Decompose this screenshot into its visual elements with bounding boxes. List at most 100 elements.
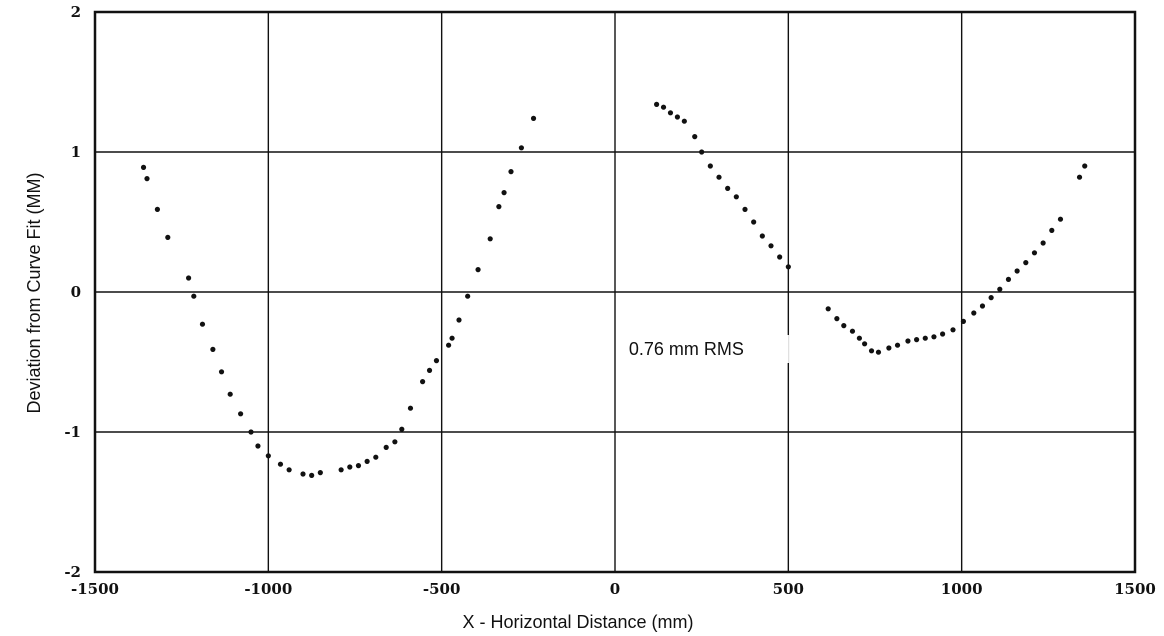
data-point-0-6 — [199, 321, 206, 327]
x-tick-label-6: 1500 — [1114, 580, 1156, 598]
data-point-0-38 — [501, 190, 507, 196]
data-point-0-11 — [248, 429, 254, 435]
data-point-0-81 — [1014, 268, 1020, 274]
data-point-0-75 — [960, 318, 967, 324]
data-point-0-65 — [868, 348, 875, 354]
data-point-0-31 — [446, 342, 452, 348]
data-point-0-39 — [508, 169, 514, 175]
annotation-background — [622, 335, 789, 363]
data-point-0-58 — [785, 264, 791, 270]
data-point-0-40 — [518, 145, 525, 151]
data-point-0-24 — [383, 444, 389, 450]
data-point-0-10 — [238, 411, 244, 417]
data-point-0-85 — [1049, 227, 1055, 233]
data-point-0-37 — [496, 204, 502, 210]
data-point-0-79 — [997, 286, 1003, 292]
data-point-0-4 — [186, 275, 192, 281]
data-point-0-43 — [660, 104, 667, 110]
data-point-0-84 — [1040, 240, 1046, 246]
data-point-0-47 — [692, 134, 698, 140]
data-point-0-48 — [699, 149, 705, 155]
data-point-0-36 — [487, 236, 493, 242]
data-point-0-44 — [667, 110, 674, 116]
data-point-0-54 — [751, 219, 757, 225]
data-point-0-67 — [886, 345, 892, 351]
y-tick-label-1: -1 — [64, 423, 81, 441]
data-point-0-7 — [210, 346, 216, 352]
data-point-0-55 — [759, 233, 765, 239]
data-point-0-63 — [856, 335, 863, 341]
data-point-0-57 — [777, 254, 783, 260]
data-point-0-50 — [716, 174, 722, 180]
data-point-0-41 — [530, 115, 537, 121]
data-point-0-64 — [862, 341, 868, 347]
x-axis-title: X - Horizontal Distance (mm) — [462, 612, 693, 632]
data-point-0-19 — [338, 467, 344, 473]
data-points — [140, 101, 1088, 478]
data-point-0-46 — [681, 118, 687, 124]
data-point-0-5 — [191, 293, 197, 299]
data-point-0-32 — [449, 335, 455, 341]
data-point-0-53 — [742, 206, 748, 212]
x-tick-label-4: 500 — [773, 580, 804, 598]
y-tick-label-4: 2 — [71, 3, 81, 21]
data-point-0-45 — [674, 114, 681, 120]
data-point-0-16 — [300, 471, 306, 477]
data-point-0-1 — [144, 176, 150, 182]
grid-lines — [95, 12, 1135, 572]
data-point-0-21 — [355, 463, 362, 469]
data-point-0-30 — [433, 358, 440, 364]
data-point-0-35 — [475, 267, 481, 273]
data-point-0-59 — [825, 306, 831, 312]
data-point-0-78 — [988, 295, 994, 301]
data-point-0-62 — [849, 328, 856, 334]
x-tick-label-0: -1500 — [71, 580, 119, 598]
data-point-0-82 — [1023, 260, 1029, 266]
x-tick-label-1: -1000 — [244, 580, 292, 598]
data-point-0-3 — [165, 234, 171, 240]
data-point-0-9 — [227, 391, 233, 397]
data-point-0-18 — [317, 470, 323, 476]
data-point-0-0 — [140, 164, 147, 170]
data-point-0-61 — [841, 323, 847, 329]
data-point-0-33 — [456, 317, 462, 323]
data-point-0-77 — [979, 303, 986, 309]
data-point-0-74 — [950, 327, 956, 333]
data-point-0-8 — [218, 369, 225, 375]
data-point-0-13 — [265, 453, 271, 459]
x-tick-labels: -1500 -1000 -500 0 500 1000 1500 — [71, 580, 1156, 598]
rms-annotation: 0.76 mm RMS — [629, 339, 744, 359]
x-tick-label-2: -500 — [423, 580, 461, 598]
data-point-0-52 — [733, 194, 739, 200]
data-point-0-72 — [931, 334, 937, 340]
data-point-0-76 — [971, 310, 977, 316]
data-point-0-42 — [654, 101, 660, 107]
data-point-0-49 — [707, 163, 713, 169]
data-point-0-20 — [347, 464, 353, 470]
data-point-0-86 — [1057, 216, 1064, 222]
data-point-0-2 — [154, 206, 160, 212]
data-point-0-51 — [725, 185, 731, 191]
y-tick-label-0: -2 — [64, 563, 81, 581]
data-point-0-27 — [407, 405, 414, 411]
data-point-0-88 — [1082, 163, 1088, 169]
y-tick-label-2: 0 — [71, 283, 81, 301]
data-point-0-73 — [940, 331, 946, 337]
data-point-0-22 — [364, 458, 370, 464]
data-point-0-28 — [420, 379, 426, 385]
data-point-0-70 — [914, 337, 920, 343]
data-point-0-29 — [426, 367, 433, 373]
y-tick-label-3: 1 — [71, 143, 81, 161]
data-point-0-66 — [875, 349, 882, 355]
data-point-0-34 — [465, 293, 471, 299]
data-point-0-68 — [894, 342, 901, 348]
x-tick-label-3: 0 — [610, 580, 620, 598]
data-point-0-12 — [255, 443, 261, 449]
x-tick-label-5: 1000 — [941, 580, 983, 598]
plot-frame — [93, 10, 1137, 574]
data-point-0-60 — [834, 316, 840, 322]
data-point-0-17 — [309, 472, 315, 478]
data-point-0-25 — [392, 439, 398, 445]
data-point-0-14 — [277, 461, 284, 467]
